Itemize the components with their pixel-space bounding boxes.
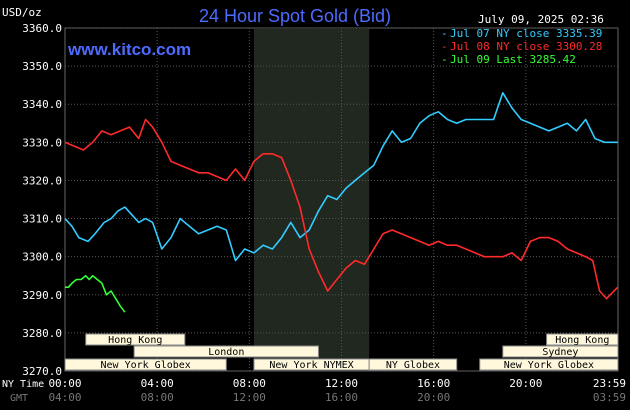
ny-time-label: NY Time [2, 379, 44, 390]
session-box [133, 345, 319, 358]
session-label: NY Globex [386, 360, 440, 371]
y-tick-label: 3340.0 [22, 98, 62, 111]
unit-label: USD/oz [2, 6, 42, 19]
session-label: New York NYMEX [269, 360, 353, 371]
y-tick-label: 3350.0 [22, 60, 62, 73]
legend-item-jul07: Jul 07 NY close 3335.39 [450, 27, 602, 40]
y-tick-label: 3300.0 [22, 251, 62, 264]
x-tick-label-gmt: 04:00 [48, 391, 81, 404]
session-label: Hong Kong [555, 335, 609, 346]
legend: Jul 07 NY close 3335.39 Jul 08 NY close … [450, 27, 602, 66]
legend-item-jul09: Jul 09 Last 3285.42 [450, 53, 576, 66]
series-line-1 [64, 92, 618, 262]
datetime-label: July 09, 2025 02:36 [478, 13, 604, 26]
x-tick-label-ny: 23:59 [593, 377, 626, 390]
y-tick-label: 3290.0 [22, 289, 62, 302]
session-box [64, 358, 227, 371]
x-tick-label-gmt: 20:00 [417, 391, 450, 404]
x-tick-label-ny: 20:00 [509, 377, 542, 390]
y-tick-label: 3280.0 [22, 327, 62, 340]
y-tick-label: 3310.0 [22, 213, 62, 226]
x-axis-ticks: 00:00 04:0004:0008:0008:0012:0012:0016:00… [48, 377, 626, 404]
legend-marker-jul09: - [441, 53, 448, 66]
session-box [368, 358, 458, 371]
session-label: Sydney [542, 347, 578, 358]
x-tick-label-gmt: 03:59 [593, 391, 626, 404]
session-box [546, 333, 619, 346]
x-tick-label-gmt: 12:00 [233, 391, 266, 404]
x-tick-label-ny: 08:00 [233, 377, 266, 390]
session-box [85, 333, 186, 346]
x-tick-label-ny: 16:00 [417, 377, 450, 390]
series-line-2 [64, 118, 619, 300]
y-tick-label: 3320.0 [22, 174, 62, 187]
gmt-label: GMT [10, 393, 28, 404]
website-label: www.kitco.com [67, 40, 191, 59]
legend-marker-jul07: - [441, 27, 448, 40]
legend-item-jul08: Jul 08 NY close 3300.28 [450, 40, 602, 53]
legend-marker-jul08: - [441, 40, 448, 53]
y-axis-ticks: 3360.0 3350.0 3340.0 3330.0 3320.0 3310.0 3300… [22, 22, 62, 378]
chart-title: 24 Hour Spot Gold (Bid) [199, 6, 391, 26]
y-tick-label: 3360.0 [22, 22, 62, 35]
chart-grid [65, 27, 618, 372]
market-sessions: Hong Kong London New York Globex New York N… [64, 333, 619, 371]
session-label: New York Globex [504, 360, 594, 371]
session-label: New York Globex [100, 360, 190, 371]
y-tick-label: 3330.0 [22, 136, 62, 149]
y-tick-label: 3270.0 [22, 365, 62, 378]
x-tick-label-gmt: 08:00 [141, 391, 174, 404]
session-label: London [208, 347, 244, 358]
nymex-shaded-region [253, 28, 370, 371]
series-line-3 [65, 274, 126, 313]
x-tick-label-ny: 12:00 [325, 377, 358, 390]
session-box [502, 345, 619, 358]
series-lines [64, 92, 619, 313]
x-tick-label-gmt: 16:00 [325, 391, 358, 404]
session-box [479, 358, 619, 371]
session-label: Hong Kong [108, 335, 162, 346]
x-tick-label-ny: 00:00 [48, 377, 81, 390]
x-tick-label-ny: 04:00 [141, 377, 174, 390]
